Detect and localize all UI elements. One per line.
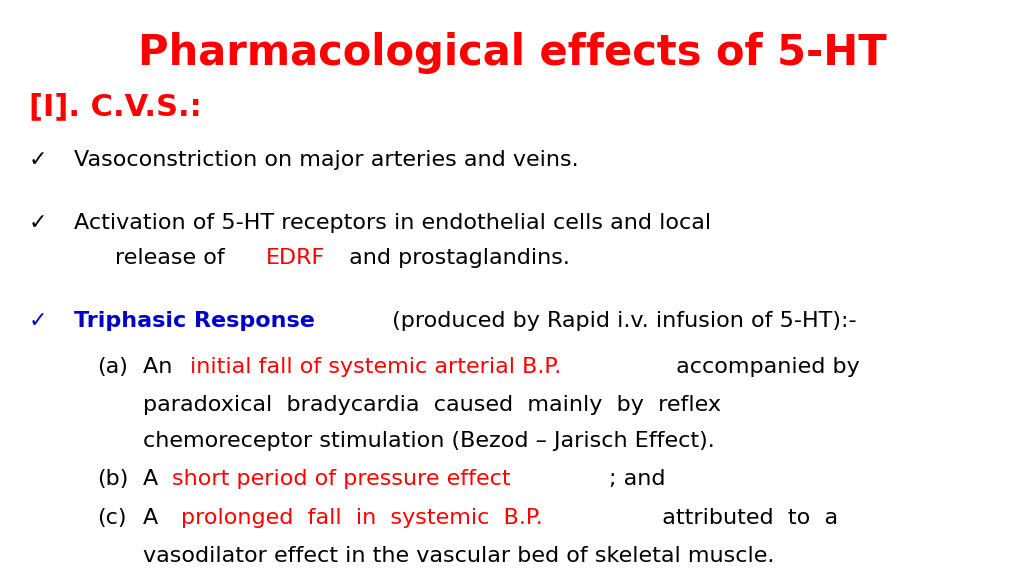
Text: short period of pressure effect: short period of pressure effect <box>172 469 511 490</box>
Text: An: An <box>143 357 180 377</box>
Text: Triphasic Response: Triphasic Response <box>74 311 314 331</box>
Text: vasodilator effect in the vascular bed of skeletal muscle.: vasodilator effect in the vascular bed o… <box>143 546 775 566</box>
Text: chemoreceptor stimulation (Bezod – Jarisch Effect).: chemoreceptor stimulation (Bezod – Jaris… <box>143 431 715 451</box>
Text: Activation of 5-HT receptors in endothelial cells and local: Activation of 5-HT receptors in endothel… <box>74 213 711 233</box>
Text: ✓: ✓ <box>29 311 47 331</box>
Text: initial fall of systemic arterial B.P.: initial fall of systemic arterial B.P. <box>190 357 562 377</box>
Text: (produced by Rapid i.v. infusion of 5-HT):-: (produced by Rapid i.v. infusion of 5-HT… <box>385 311 856 331</box>
Text: (a): (a) <box>97 357 128 377</box>
Text: accompanied by: accompanied by <box>670 357 860 377</box>
Text: prolonged  fall  in  systemic  B.P.: prolonged fall in systemic B.P. <box>181 508 543 528</box>
Text: A: A <box>143 469 166 490</box>
Text: ✓: ✓ <box>29 213 47 233</box>
Text: A: A <box>143 508 173 528</box>
Text: (c): (c) <box>97 508 127 528</box>
Text: EDRF: EDRF <box>265 248 325 268</box>
Text: and prostaglandins.: and prostaglandins. <box>342 248 569 268</box>
Text: ; and: ; and <box>609 469 666 490</box>
Text: paradoxical  bradycardia  caused  mainly  by  reflex: paradoxical bradycardia caused mainly by… <box>143 395 721 415</box>
Text: ✓: ✓ <box>29 150 47 170</box>
Text: (b): (b) <box>97 469 129 490</box>
Text: Pharmacological effects of 5-HT: Pharmacological effects of 5-HT <box>137 32 887 74</box>
Text: [I]. C.V.S.:: [I]. C.V.S.: <box>29 92 202 121</box>
Text: attributed  to  a: attributed to a <box>648 508 839 528</box>
Text: release of: release of <box>115 248 231 268</box>
Text: Vasoconstriction on major arteries and veins.: Vasoconstriction on major arteries and v… <box>74 150 579 170</box>
